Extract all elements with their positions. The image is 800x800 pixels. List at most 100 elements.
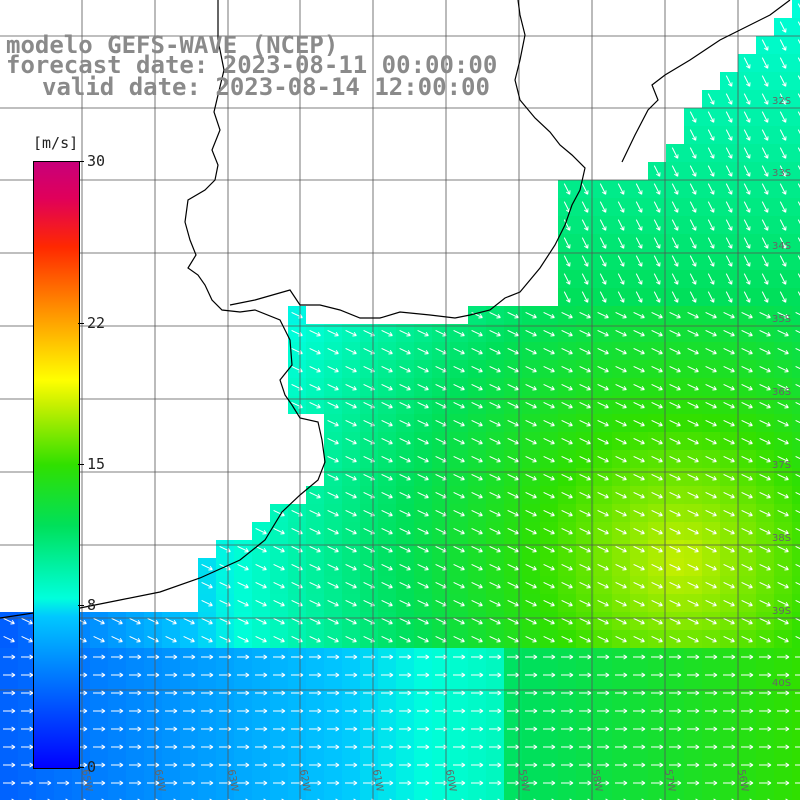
wind-arrow	[669, 545, 681, 553]
wind-arrow	[561, 437, 573, 445]
wind-arrow	[237, 672, 250, 678]
wind-arrow	[705, 311, 717, 319]
wind-arrow	[795, 710, 800, 712]
wind-cell	[792, 288, 800, 306]
wind-arrow	[453, 509, 465, 517]
wind-cell	[324, 792, 342, 800]
wind-arrow	[453, 455, 465, 463]
wind-arrow	[723, 780, 736, 786]
wind-arrow	[489, 365, 501, 373]
wind-cell	[792, 198, 800, 216]
wind-arrow	[507, 383, 519, 391]
wind-arrow	[651, 726, 664, 732]
wind-arrow	[651, 545, 663, 553]
wind-arrow	[761, 111, 769, 123]
wind-arrow	[777, 491, 789, 499]
wind-cell	[270, 792, 288, 800]
wind-arrow	[779, 21, 787, 33]
wind-arrow	[471, 654, 484, 660]
wind-arrow	[743, 165, 751, 177]
wind-arrow	[291, 635, 303, 643]
wind-arrow	[669, 401, 681, 409]
wind-arrow	[381, 509, 393, 517]
wind-arrow	[725, 165, 733, 177]
wind-cell	[648, 792, 666, 800]
wind-arrow	[399, 365, 411, 373]
wind-arrow	[725, 75, 733, 87]
wind-arrow	[417, 419, 429, 427]
wind-arrow	[779, 111, 787, 123]
wind-cell	[792, 522, 800, 540]
wind-arrow	[399, 563, 411, 571]
wind-arrow	[399, 599, 411, 607]
wind-arrow	[759, 617, 771, 625]
wind-arrow	[435, 780, 448, 786]
colorbar-unit: [m/s]	[33, 134, 79, 152]
wind-arrow	[615, 437, 627, 445]
wind-arrow	[543, 780, 556, 786]
wind-arrow	[309, 762, 322, 768]
wind-arrow	[75, 780, 88, 786]
wind-arrow	[615, 419, 627, 427]
wind-arrow	[489, 383, 501, 391]
wind-arrow	[723, 419, 735, 427]
wind-arrow	[759, 581, 771, 589]
wind-arrow	[327, 599, 339, 607]
wind-arrow	[309, 617, 321, 625]
wind-arrow	[777, 581, 789, 589]
wind-arrow	[453, 599, 465, 607]
wind-arrow	[743, 219, 751, 231]
wind-cell	[792, 216, 800, 234]
wind-cell	[126, 792, 144, 800]
wind-arrow	[345, 401, 357, 409]
wind-arrow	[111, 617, 123, 625]
wind-arrow	[741, 581, 753, 589]
wind-arrow	[381, 401, 393, 409]
wind-arrow	[345, 491, 357, 499]
wind-arrow	[57, 780, 70, 786]
wind-arrow	[723, 455, 735, 463]
wind-arrow	[705, 365, 717, 373]
wind-arrow	[381, 581, 393, 589]
wind-arrow	[219, 635, 231, 643]
wind-arrow	[669, 419, 681, 427]
wind-arrow	[723, 347, 735, 355]
wind-arrow	[725, 93, 733, 105]
wind-arrow	[201, 726, 214, 732]
wind-arrow	[417, 581, 429, 589]
wind-arrow	[617, 255, 625, 267]
wind-arrow	[525, 401, 537, 409]
wind-arrow	[795, 563, 800, 568]
wind-arrow	[21, 654, 34, 660]
wind-arrow	[743, 93, 751, 105]
wind-cell	[792, 594, 800, 612]
wind-arrow	[797, 93, 800, 99]
wind-arrow	[669, 672, 682, 678]
wind-arrow	[255, 527, 267, 535]
wind-arrow	[417, 527, 429, 535]
wind-arrow	[543, 329, 555, 337]
wind-cell	[792, 432, 800, 450]
wind-arrow	[147, 654, 160, 660]
wind-arrow	[707, 183, 715, 195]
wind-arrow	[723, 672, 736, 678]
wind-arrow	[597, 455, 609, 463]
wind-arrow	[291, 329, 303, 337]
wind-vector-field	[3, 3, 800, 800]
wind-arrow	[417, 563, 429, 571]
colorbar-tick	[78, 161, 84, 162]
wind-arrow	[561, 527, 573, 535]
wind-cell	[792, 144, 800, 162]
wind-arrow	[327, 581, 339, 589]
model-title: modelo GEFS-WAVE (NCEP)	[6, 31, 339, 59]
wind-arrow	[761, 201, 769, 213]
wind-arrow	[543, 365, 555, 373]
wind-arrow	[129, 762, 142, 768]
wind-arrow	[471, 635, 483, 643]
wind-arrow	[723, 762, 736, 768]
wind-arrow	[705, 329, 717, 337]
wind-arrow	[635, 183, 643, 195]
wind-arrow	[345, 672, 358, 678]
wind-arrow	[471, 311, 483, 319]
wind-arrow	[797, 183, 800, 189]
